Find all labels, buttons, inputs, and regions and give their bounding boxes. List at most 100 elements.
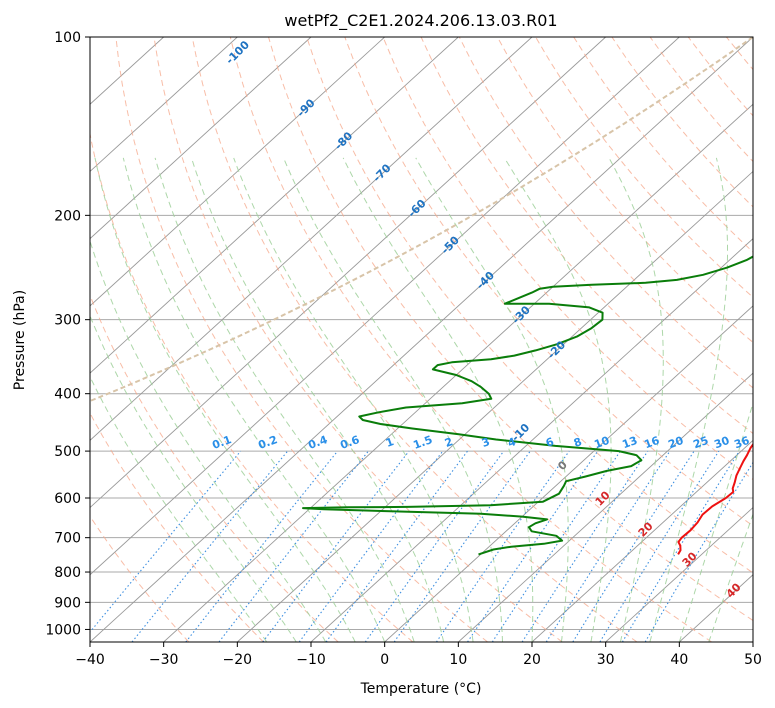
mixing-ratio-line: [521, 450, 649, 642]
mixing-ratio-line: [599, 450, 720, 642]
y-axis-title: Pressure (hPa): [12, 290, 28, 390]
mixing-ratio-label: 0.2: [256, 433, 279, 452]
dry-adiabat: [268, 37, 753, 622]
y-tick-label: 1000: [45, 622, 81, 638]
mixing-ratio-label: 20: [666, 434, 685, 452]
dry-adiabat: [687, 37, 753, 117]
mixing-ratio-line: [545, 450, 671, 642]
isotherm-label: 30: [680, 549, 700, 569]
y-tick-label: 800: [54, 565, 81, 581]
isotherm-line: [458, 372, 753, 642]
mixing-ratio-line: [491, 450, 621, 642]
dry-adiabat: [496, 37, 753, 344]
isotherm-line: [90, 37, 385, 307]
isotherm-line: [90, 37, 312, 240]
isotherm-line: [90, 37, 238, 173]
x-tick-label: 50: [744, 652, 762, 668]
y-tick-label: 600: [54, 491, 81, 507]
x-axis-title: Temperature (°C): [360, 681, 482, 697]
dry-adiabat: [726, 37, 753, 71]
x-tick-label: 40: [670, 652, 688, 668]
mixing-ratio-label: 30: [712, 434, 731, 452]
x-tick-label: −40: [75, 652, 105, 668]
x-tick-label: 30: [597, 652, 615, 668]
isotherm-line: [90, 37, 533, 441]
mixing-ratio-label: 0.1: [210, 433, 233, 452]
moist-adiabat: [649, 157, 728, 642]
mixing-ratio-line: [467, 450, 599, 642]
mixing-ratio-line: [325, 450, 468, 642]
mixing-ratio-line: [572, 450, 695, 642]
x-tick-label: −20: [223, 652, 253, 668]
dry-adiabat: [229, 37, 712, 642]
isotherm-line: [163, 103, 753, 642]
dry-adiabat: [611, 37, 753, 208]
y-tick-label: 200: [54, 208, 81, 224]
plot-frame: [89, 36, 754, 643]
isotherm-line: [752, 641, 753, 642]
mixing-ratio-label: 0.4: [306, 433, 329, 452]
mixing-ratio-label: 1.5: [411, 433, 434, 452]
mixing-ratio-line: [90, 450, 242, 633]
dry-adiabat: [420, 37, 753, 435]
mixing-ratio-label: 3: [480, 435, 492, 450]
x-tick-label: 0: [380, 652, 389, 668]
y-tick-label: 900: [54, 595, 81, 611]
moist-adiabat: [415, 157, 569, 642]
background-lines: [90, 37, 775, 642]
isotherm-line: [384, 305, 753, 642]
mixing-ratio-line: [393, 450, 531, 642]
y-tick-label: 400: [54, 387, 81, 403]
dry-adiabat: [765, 37, 775, 642]
isotherm-line: [90, 37, 459, 374]
temperature-line: [677, 442, 753, 555]
dry-adiabat: [306, 37, 753, 574]
mixing-ratio-line: [298, 450, 444, 642]
dry-adiabat: [90, 412, 264, 642]
x-tick-label: −10: [296, 652, 326, 668]
x-tick-label: −30: [149, 652, 179, 668]
isotherm-label: -100: [223, 38, 252, 67]
isotherm-line: [90, 37, 606, 509]
mixing-ratio-line: [621, 450, 740, 642]
moist-adiabat: [283, 157, 503, 642]
moist-adiabat: [90, 239, 327, 642]
y-tick-label: 700: [54, 531, 81, 547]
dry-adiabat: [344, 37, 753, 527]
mixing-ratio-line: [131, 450, 289, 642]
mixing-ratio-label: 4: [506, 435, 518, 450]
y-tick-label: 100: [54, 30, 81, 46]
mixing-ratio-line: [364, 450, 505, 642]
isotherm-line: [90, 37, 680, 576]
mixing-ratio-line: [262, 450, 410, 642]
dry-adiabat: [90, 515, 190, 642]
y-tick-label: 300: [54, 313, 81, 329]
isotherm-line: [310, 238, 753, 642]
dewpoint-line: [302, 255, 753, 556]
moist-adiabat: [342, 157, 534, 642]
dry-adiabat: [535, 37, 753, 298]
moist-adiabat: [678, 401, 753, 642]
mixing-ratio-label: 0.6: [338, 433, 361, 452]
axes: −40 −30 −20 −10 0 10 20 30 40 5010020030040050060…: [45, 30, 762, 668]
moist-adiabat: [608, 157, 664, 642]
isotherm-line: [531, 439, 753, 642]
dry-adiabat: [153, 37, 563, 642]
chart-title: wetPf2_C2E1.2024.206.13.03.R01: [284, 11, 557, 31]
dry-adiabat: [382, 37, 753, 481]
mixing-ratio-label: 8: [572, 435, 584, 450]
profile-lines: [302, 255, 753, 556]
moist-adiabat: [90, 314, 297, 642]
isotherm-label: 40: [724, 580, 744, 600]
moist-adiabat: [122, 157, 386, 642]
dry-adiabat: [649, 37, 753, 163]
x-tick-label: 20: [523, 652, 541, 668]
mixing-ratio-line: [435, 450, 570, 642]
mixing-ratio-label: 2: [443, 435, 455, 450]
mixing-ratio-label: 16: [642, 434, 661, 452]
y-tick-label: 500: [54, 444, 81, 460]
moist-adiabat: [154, 157, 415, 642]
dry-adiabat: [115, 37, 488, 642]
moist-adiabat: [708, 513, 753, 642]
